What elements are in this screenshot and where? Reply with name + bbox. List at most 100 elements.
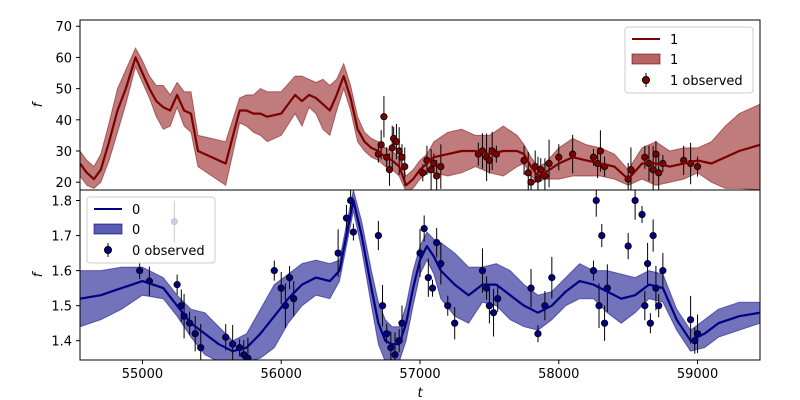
top-legend-frame [624,26,754,94]
bottom-observed-point [222,333,230,341]
bottom-observed-point [548,274,556,282]
top-observed-point [555,153,563,161]
top-legend-label-band: 1 [670,53,678,68]
top-observed-point [430,159,438,168]
top-observed-point [596,147,605,155]
bottom-observed-point [420,224,428,233]
top-observed-point [395,147,403,155]
bottom-x-axis-label: t [417,386,423,400]
bottom-observed-point [641,302,649,310]
top-y-tick-label: 60 [55,51,72,66]
top-y-tick-label: 30 [55,145,72,160]
bottom-observed-point [451,319,459,327]
top-observed-point [652,150,660,158]
bottom-observed-point [349,228,357,236]
bottom-legend-band-swatch [93,223,123,235]
bottom-observed-point [173,281,181,289]
bottom-observed-point [285,274,294,282]
bottom-observed-point [655,302,663,310]
bottom-observed-point [290,295,298,303]
bottom-observed-point [600,319,609,327]
bottom-observed-point [244,354,252,360]
bottom-observed-point [270,267,278,275]
bottom-legend: 0 0 0 observed [86,196,216,264]
bottom-y-tick-label: 1.5 [51,300,72,315]
bottom-observed-point [589,267,598,275]
bottom-observed-point [229,340,237,348]
bottom-x-tick-label: 56000 [261,367,302,382]
top-legend-label-line: 1 [670,33,678,48]
top-observed-point [527,178,535,186]
top-confidence-band [80,46,760,190]
bottom-observed-point [277,284,285,292]
bottom-observed-point [485,302,493,310]
top-observed-point [537,166,545,174]
bottom-observed-point [592,196,600,205]
bottom-observed-point [136,267,144,275]
bottom-x-tick-label: 59000 [677,367,718,382]
bottom-y-tick-label: 1.8 [51,195,72,210]
top-observed-point [485,156,493,164]
top-y-tick-label: 40 [55,114,72,129]
bottom-y-axis-label: f [31,270,46,277]
bottom-observed-point [631,196,639,205]
bottom-observed-point [643,260,652,268]
bottom-observed-point [387,344,395,352]
top-observed-point [627,166,635,174]
top-observed-point [392,138,401,146]
top-observed-point [398,153,406,161]
top-observed-point [693,163,702,171]
bottom-x-tick-label: 57000 [399,367,440,382]
bottom-observed-point [428,284,437,292]
bottom-legend-label-observed: 0 observed [132,244,205,259]
bottom-observed-point [494,295,502,303]
top-y-axis: 20 30 40 50 60 70 [55,20,80,191]
bottom-observed-point [478,267,487,275]
bottom-observed-point [378,302,387,310]
bottom-y-tick-label: 1.7 [51,230,72,245]
bottom-observed-point [659,267,667,275]
top-observed-point [524,169,532,177]
top-legend-point-swatch [642,76,650,84]
top-observed-point [377,141,385,149]
bottom-axes-ticks: 1.4 1.5 1.6 1.7 1.8 55000 56000 57000 58000 59000 [51,195,718,382]
bottom-y-tick-label: 1.4 [51,335,72,350]
bottom-observed-point [374,231,382,240]
top-observed-point [427,166,435,174]
top-mean-line [80,56,760,187]
top-y-tick-label: 70 [55,20,72,35]
top-observed-point [385,166,394,174]
bottom-y-tick-label: 1.6 [51,265,72,280]
top-observed-point [380,113,388,121]
top-plot-area [80,46,760,190]
top-observed-point [641,153,649,161]
top-y-tick-label: 50 [55,83,72,98]
bottom-observed-point [197,344,205,352]
bottom-mean-line [80,199,760,353]
bottom-observed-point [433,238,441,247]
bottom-observed-point [598,231,606,240]
bottom-observed-point [595,302,603,310]
bottom-legend-label-band: 0 [132,223,140,238]
bottom-x-tick-label: 55000 [122,367,163,382]
bottom-observed-point [391,351,399,359]
bottom-observed-point [334,249,342,257]
bottom-observed-point [649,231,657,240]
bottom-observed-point [646,319,654,327]
bottom-observed-point [527,284,535,292]
top-y-tick-label: 20 [55,176,72,191]
top-observed-point [545,159,553,168]
top-y-axis-label: f [31,100,46,107]
bottom-x-tick-label: 58000 [538,367,579,382]
bottom-observed-point [534,330,542,338]
bottom-observed-point [424,274,432,282]
bottom-legend-point-swatch [104,246,112,254]
top-observed-point [419,169,427,177]
bottom-observed-point [191,330,199,338]
top-legend-band-swatch [631,53,661,65]
bottom-observed-point [398,319,406,327]
bottom-observed-point [483,284,491,292]
bottom-observed-point [444,302,452,310]
top-legend-label-observed: 1 observed [670,74,743,89]
